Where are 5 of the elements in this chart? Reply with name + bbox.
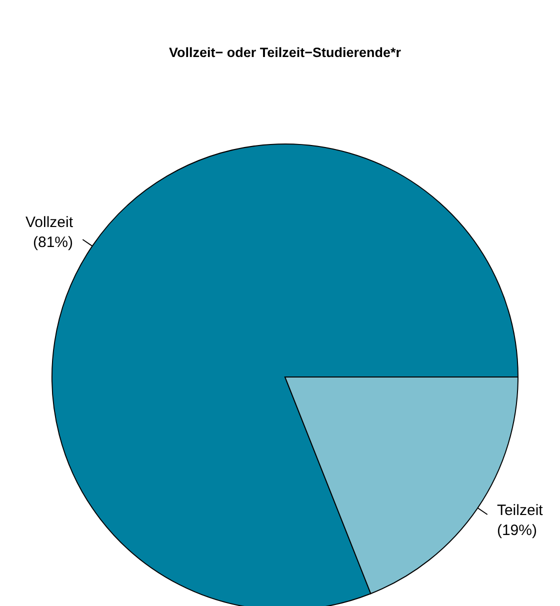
slice-label: Vollzeit [25,214,74,231]
chart-title: Vollzeit− oder Teilzeit−Studierende*r [168,45,402,60]
data-label: (81%) [33,234,74,251]
data-label: (19%) [496,522,537,540]
slice-label: Teilzeit [496,502,544,520]
